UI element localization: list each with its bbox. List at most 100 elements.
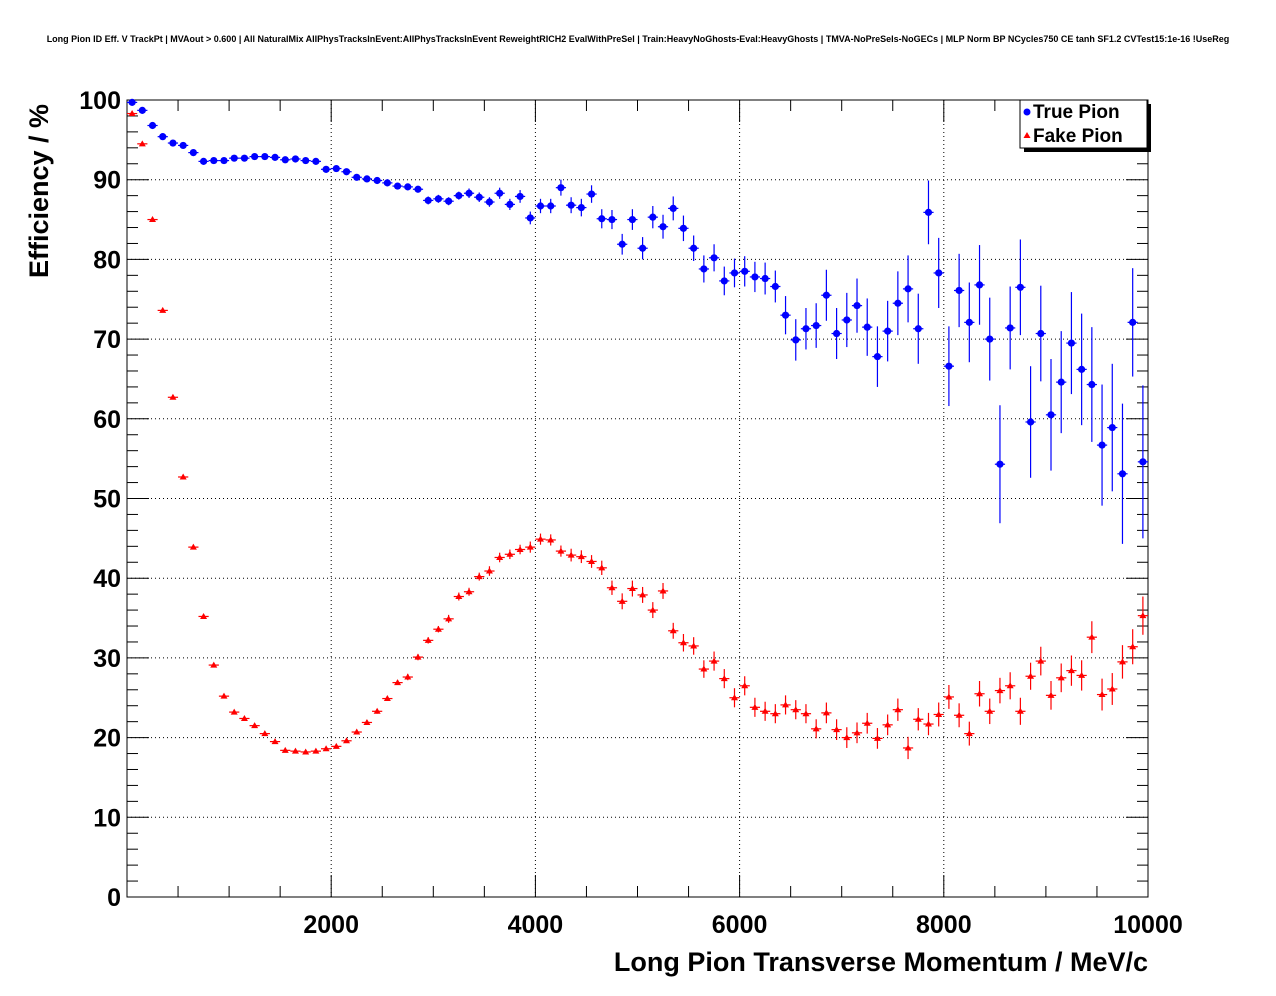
data-point	[700, 665, 708, 672]
data-point	[404, 183, 412, 191]
data-point	[424, 196, 432, 205]
data-point	[526, 214, 534, 222]
data-point	[424, 636, 432, 643]
data-point	[567, 201, 575, 209]
data-point	[884, 721, 892, 728]
data-point	[148, 121, 157, 130]
data-point	[792, 706, 800, 713]
data-point	[710, 254, 718, 262]
data-point	[639, 591, 647, 598]
data-point	[567, 551, 575, 558]
y-axis-label: Efficiency / %	[24, 104, 54, 278]
y-tick-label: 90	[93, 167, 121, 195]
data-point	[935, 269, 943, 277]
data-point	[1078, 365, 1086, 373]
data-point	[741, 267, 749, 275]
data-point	[945, 693, 953, 700]
data-point	[404, 673, 412, 680]
series-fake-pion	[127, 110, 1148, 760]
data-point	[302, 156, 310, 165]
data-point	[455, 192, 463, 200]
data-point	[1047, 411, 1055, 419]
x-tick-label: 8000	[916, 911, 972, 939]
data-point	[1067, 339, 1076, 347]
legend-marker-true-pion	[1023, 108, 1031, 116]
data-point	[1026, 418, 1035, 426]
data-point	[383, 695, 391, 702]
data-point	[189, 543, 197, 550]
y-tick-label: 20	[93, 725, 121, 753]
data-point	[1088, 380, 1096, 389]
plot-frame	[126, 99, 1149, 898]
data-point	[720, 675, 728, 682]
data-point	[649, 606, 657, 613]
data-point	[373, 176, 381, 185]
data-point	[1027, 672, 1035, 679]
data-point	[730, 694, 738, 701]
data-point	[312, 157, 320, 165]
data-point	[863, 719, 871, 726]
data-point	[822, 709, 830, 716]
data-point	[792, 336, 800, 344]
series-true-pion	[127, 98, 1148, 544]
data-point	[751, 703, 759, 710]
data-point	[1118, 470, 1127, 478]
data-point	[1129, 643, 1137, 650]
data-point	[1118, 658, 1126, 665]
data-point	[230, 708, 238, 715]
data-point	[802, 325, 810, 333]
data-point	[455, 593, 463, 600]
data-point	[261, 152, 269, 161]
data-point	[812, 725, 820, 732]
data-point	[496, 553, 504, 560]
data-point	[383, 179, 391, 187]
data-point	[1139, 612, 1147, 619]
data-point	[771, 710, 779, 717]
data-point	[781, 311, 790, 319]
data-point	[700, 265, 708, 273]
data-point	[863, 323, 871, 331]
data-point	[1047, 691, 1055, 698]
data-point	[873, 353, 882, 361]
data-point	[506, 200, 514, 209]
y-tick-label: 50	[93, 486, 121, 514]
x-tick-label: 2000	[303, 911, 359, 939]
data-point	[853, 729, 861, 736]
data-point	[353, 173, 361, 181]
data-point	[322, 745, 330, 752]
chart-title: Long Pion ID Eff. V TrackPt | MVAout > 0…	[47, 34, 1230, 44]
data-point	[281, 746, 289, 753]
data-point	[690, 642, 698, 649]
data-point	[434, 625, 442, 632]
data-point	[608, 215, 616, 224]
data-point	[1088, 633, 1096, 640]
data-point	[332, 164, 340, 173]
x-tick-label: 6000	[712, 911, 768, 939]
data-point	[782, 701, 790, 708]
data-point	[332, 742, 340, 749]
data-point	[771, 282, 779, 291]
data-point	[1108, 423, 1116, 432]
data-point	[434, 195, 443, 203]
x-tick-label: 10000	[1113, 911, 1183, 939]
data-point	[986, 335, 994, 343]
data-point	[240, 714, 248, 721]
data-point	[363, 718, 371, 725]
data-point	[261, 730, 269, 737]
data-point	[965, 730, 973, 737]
y-tick-label: 60	[93, 406, 121, 434]
data-point	[1139, 458, 1147, 466]
data-point	[1037, 657, 1045, 664]
data-point	[322, 165, 330, 173]
y-tick-label: 100	[79, 87, 121, 115]
legend-marker-fake-pion	[1023, 132, 1031, 138]
data-point	[730, 269, 739, 277]
data-point	[251, 722, 259, 729]
data-point	[138, 140, 146, 147]
y-tick-label: 80	[93, 246, 121, 274]
y-tick-label: 70	[93, 326, 121, 354]
data-point	[669, 627, 677, 634]
data-point	[894, 706, 902, 713]
data-point	[1057, 378, 1065, 386]
data-point	[577, 203, 585, 212]
